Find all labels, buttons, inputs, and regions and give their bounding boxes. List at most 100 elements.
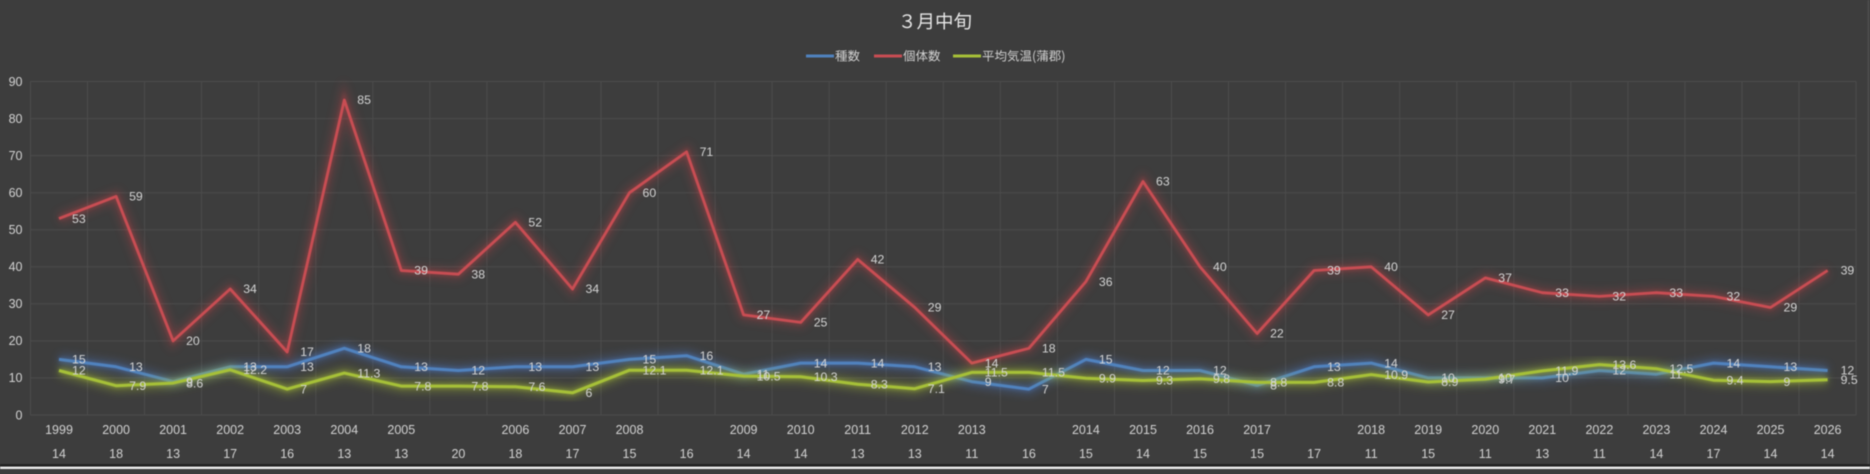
svg-text:13: 13 — [908, 447, 922, 461]
svg-text:11: 11 — [1479, 447, 1492, 461]
svg-text:70: 70 — [9, 149, 23, 163]
svg-text:29: 29 — [928, 301, 942, 315]
svg-text:13: 13 — [1535, 447, 1549, 461]
svg-text:40: 40 — [9, 260, 23, 274]
svg-text:14: 14 — [1764, 447, 1778, 461]
svg-text:14: 14 — [814, 356, 828, 370]
svg-text:12: 12 — [1841, 364, 1855, 378]
svg-text:13: 13 — [166, 447, 180, 461]
svg-text:12.1: 12.1 — [643, 363, 667, 377]
svg-text:38: 38 — [471, 267, 485, 281]
svg-text:15: 15 — [1421, 447, 1435, 461]
svg-text:15: 15 — [1250, 447, 1264, 461]
svg-text:7.1: 7.1 — [928, 382, 945, 396]
svg-text:2006: 2006 — [501, 423, 529, 437]
svg-text:15: 15 — [72, 353, 86, 367]
svg-text:0: 0 — [16, 408, 23, 422]
svg-text:27: 27 — [757, 308, 771, 322]
svg-text:90: 90 — [9, 75, 23, 89]
svg-text:16: 16 — [280, 447, 294, 461]
svg-text:2015: 2015 — [1129, 423, 1157, 437]
svg-text:10: 10 — [9, 371, 23, 385]
svg-text:2018: 2018 — [1357, 423, 1385, 437]
svg-text:2025: 2025 — [1757, 423, 1785, 437]
svg-text:2016: 2016 — [1186, 423, 1214, 437]
svg-text:2005: 2005 — [387, 423, 415, 437]
svg-text:7.6: 7.6 — [528, 380, 545, 394]
svg-text:7: 7 — [300, 382, 307, 396]
svg-text:10: 10 — [1498, 371, 1512, 385]
svg-text:13: 13 — [528, 360, 542, 374]
svg-text:9.7: 9.7 — [1498, 372, 1515, 386]
svg-text:33: 33 — [1669, 286, 1683, 300]
svg-text:8: 8 — [1270, 379, 1277, 393]
svg-text:14: 14 — [1727, 356, 1741, 370]
svg-text:14: 14 — [737, 447, 751, 461]
svg-text:22: 22 — [1270, 327, 1284, 341]
svg-text:13: 13 — [851, 447, 865, 461]
svg-text:7.8: 7.8 — [414, 379, 431, 393]
svg-text:20: 20 — [451, 447, 465, 461]
svg-text:8.9: 8.9 — [1441, 375, 1458, 389]
svg-text:9.5: 9.5 — [1841, 373, 1858, 387]
svg-text:34: 34 — [586, 282, 600, 296]
svg-text:71: 71 — [700, 145, 714, 159]
svg-text:16: 16 — [1022, 447, 1036, 461]
svg-text:2017: 2017 — [1243, 423, 1271, 437]
svg-text:37: 37 — [1498, 271, 1512, 285]
svg-text:60: 60 — [643, 186, 657, 200]
svg-text:2002: 2002 — [216, 423, 244, 437]
svg-text:10.3: 10.3 — [814, 370, 838, 384]
svg-text:16: 16 — [700, 349, 714, 363]
svg-text:34: 34 — [243, 282, 257, 296]
svg-text:2026: 2026 — [1814, 423, 1842, 437]
svg-text:2011: 2011 — [844, 423, 871, 437]
svg-text:2008: 2008 — [616, 423, 644, 437]
svg-text:2010: 2010 — [787, 423, 815, 437]
svg-text:11.5: 11.5 — [985, 366, 1008, 380]
svg-text:25: 25 — [814, 316, 828, 330]
svg-text:7.9: 7.9 — [129, 379, 146, 393]
svg-text:30: 30 — [9, 297, 23, 311]
svg-text:40: 40 — [1213, 260, 1227, 274]
svg-text:9.3: 9.3 — [1156, 374, 1173, 388]
svg-text:2024: 2024 — [1700, 423, 1728, 437]
svg-text:13: 13 — [586, 360, 600, 374]
svg-text:17: 17 — [223, 447, 237, 461]
svg-text:2009: 2009 — [730, 423, 758, 437]
svg-text:2019: 2019 — [1414, 423, 1442, 437]
svg-text:15: 15 — [1099, 353, 1113, 367]
svg-text:32: 32 — [1727, 290, 1741, 304]
svg-text:2003: 2003 — [273, 423, 301, 437]
svg-text:13: 13 — [243, 360, 257, 374]
svg-text:13: 13 — [129, 360, 143, 374]
svg-text:14: 14 — [794, 447, 808, 461]
svg-text:40: 40 — [1384, 260, 1398, 274]
svg-text:11: 11 — [965, 447, 978, 461]
svg-text:14: 14 — [1649, 447, 1663, 461]
svg-text:13: 13 — [337, 447, 351, 461]
svg-text:2001: 2001 — [159, 423, 187, 437]
svg-text:2021: 2021 — [1528, 423, 1556, 437]
svg-text:2007: 2007 — [559, 423, 587, 437]
svg-text:11: 11 — [1593, 447, 1606, 461]
svg-text:10: 10 — [1555, 371, 1569, 385]
svg-text:14: 14 — [1136, 447, 1150, 461]
svg-text:85: 85 — [357, 93, 371, 107]
svg-text:9: 9 — [985, 375, 992, 389]
svg-text:2012: 2012 — [901, 423, 929, 437]
svg-text:13: 13 — [300, 360, 314, 374]
svg-text:15: 15 — [643, 353, 657, 367]
svg-text:42: 42 — [871, 253, 885, 267]
svg-text:2014: 2014 — [1072, 423, 1100, 437]
svg-text:50: 50 — [9, 223, 23, 237]
svg-text:12.2: 12.2 — [243, 363, 267, 377]
svg-text:15: 15 — [623, 447, 637, 461]
svg-text:14: 14 — [52, 447, 66, 461]
svg-text:36: 36 — [1099, 275, 1113, 289]
svg-text:18: 18 — [109, 447, 123, 461]
svg-text:12: 12 — [72, 364, 86, 378]
svg-text:53: 53 — [72, 212, 86, 226]
svg-text:14: 14 — [985, 356, 999, 370]
svg-text:11.3: 11.3 — [357, 366, 380, 380]
